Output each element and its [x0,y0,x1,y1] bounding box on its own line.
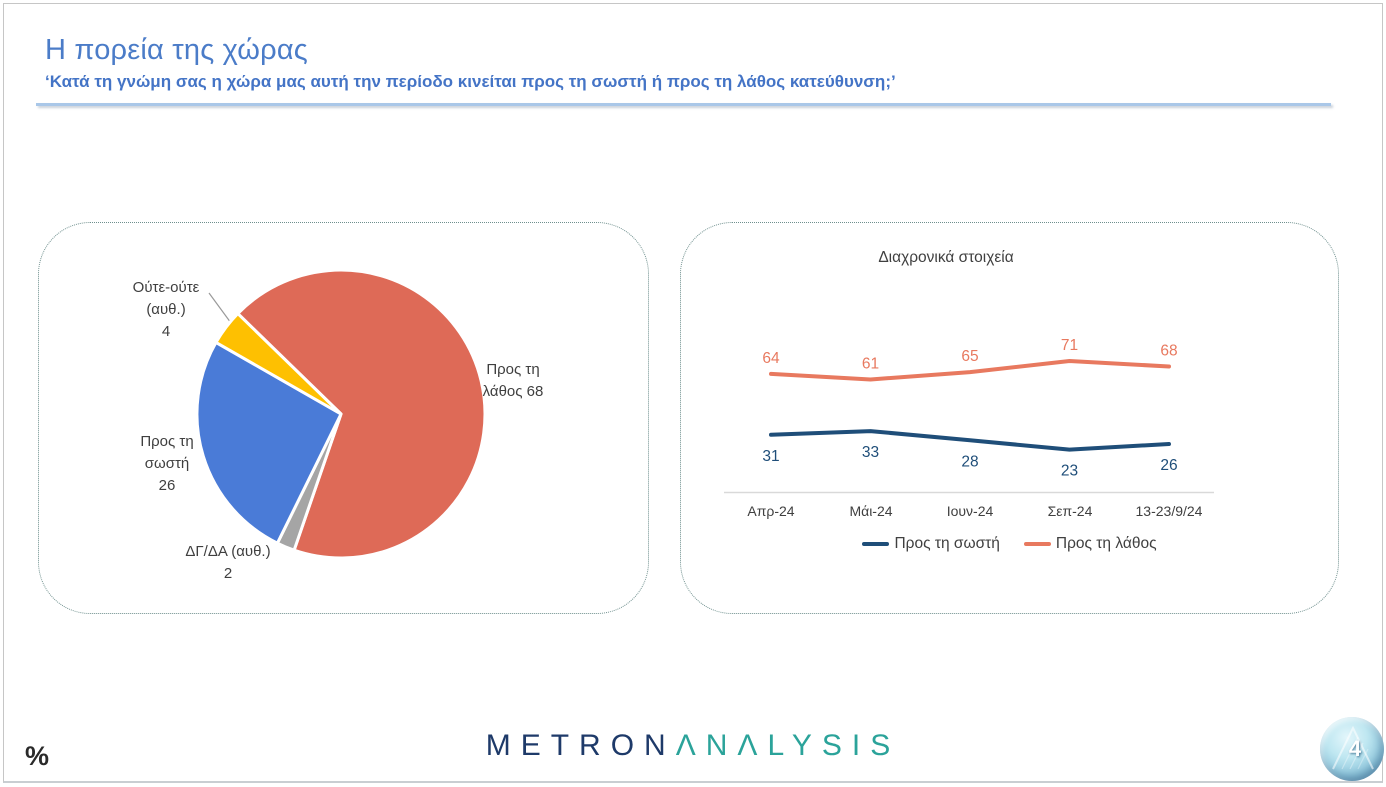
data-label: 68 [1160,343,1177,360]
line-series-Προς τη λάθος [769,359,1171,382]
page-number: 4 [1348,736,1362,761]
header: Η πορεία της χώρας ‘Κατά τη γνώμη σας η … [45,34,896,92]
pie-label-sosti: Προς τη σωστή 26 [97,431,237,497]
percent-unit-note: % [25,741,50,771]
x-axis-label: Απρ-24 [747,503,795,519]
data-label: 33 [862,444,879,461]
pie-panel: Ούτε-ούτε (αυθ.) 4 Προς τη λάθος 68 Προς… [38,222,649,614]
legend-label: Προς τη σωστή [894,535,1000,552]
pie-chart [195,268,487,560]
data-label: 31 [762,448,779,465]
pie-slice-Ούτε-ούτε (αυθ.) [214,312,343,416]
data-label: 28 [961,453,978,470]
data-label: 23 [1061,463,1078,480]
pie-label-line: λάθος 68 [482,383,544,400]
line-panel: Διαχρονικά στοιχεία 31 33 28 23 26 64 61 65 71 68… [680,222,1339,614]
metron-analysis-logo: METRONΛNΛLYSIS [0,729,1386,763]
logo-metron-text: METRON [485,729,676,762]
logo-analysis-text: ΛNΛLYSIS [675,729,901,762]
data-label: 65 [961,348,978,365]
pie-label-line: ΔΓ/ΔΑ (αυθ.) [185,543,271,560]
line-chart: 31 33 28 23 26 64 61 65 71 68 [724,337,1214,494]
header-divider [36,103,1331,106]
legend-label: Προς τη λάθος [1055,535,1157,552]
x-axis-label: 13-23/9/24 [1135,503,1203,519]
pie-label-line: Προς τη [486,361,540,378]
legend-item-sosti: Προς τη σωστή [862,535,1000,553]
page-subtitle: ‘Κατά τη γνώμη σας η χώρα μας αυτή την π… [45,72,896,91]
legend: Προς τη σωστή Προς τη λάθος [681,535,1338,553]
pie-label-line: 4 [161,323,171,340]
pie-label-line: (αυθ.) [146,301,186,318]
page-title: Η πορεία της χώρας [45,34,308,66]
data-label: 71 [1061,337,1078,354]
x-axis-label: Σεπ-24 [1047,503,1093,519]
pie-label-line: 26 [158,477,176,494]
x-axis-label: Ιουν-24 [946,503,994,519]
legend-item-lathos: Προς τη λάθος [1023,535,1157,553]
pie-label-line: 2 [223,565,233,582]
pie-label-oute: Ούτε-ούτε (αυθ.) 4 [91,277,241,343]
x-axis-label: Μάι-24 [849,503,893,519]
pie-label-line: Ούτε-ούτε [132,279,200,296]
lambda-watermark-icon [1332,725,1374,770]
pie-leader-line [208,292,232,324]
data-label: 26 [1160,457,1177,474]
legend-line-swatch [1023,542,1051,546]
legend-line-swatch [862,542,890,546]
data-label: 61 [862,356,879,373]
page-number-badge: 4 [1320,717,1384,781]
pie-label-lathos: Προς τη λάθος 68 [443,359,583,403]
pie-slice-Προς τη λάθος [236,268,487,560]
pie-label-dgda: ΔΓ/ΔΑ (αυθ.) 2 [158,541,298,585]
pie-slice-Προς τη σωστή [195,340,343,545]
data-label: 64 [762,350,780,367]
pie-label-line: Προς τη [140,433,194,450]
line-series-Προς τη σωστή [769,429,1171,452]
line-chart-title: Διαχρονικά στοιχεία [878,249,1014,266]
pie-label-line: σωστή [144,455,190,472]
